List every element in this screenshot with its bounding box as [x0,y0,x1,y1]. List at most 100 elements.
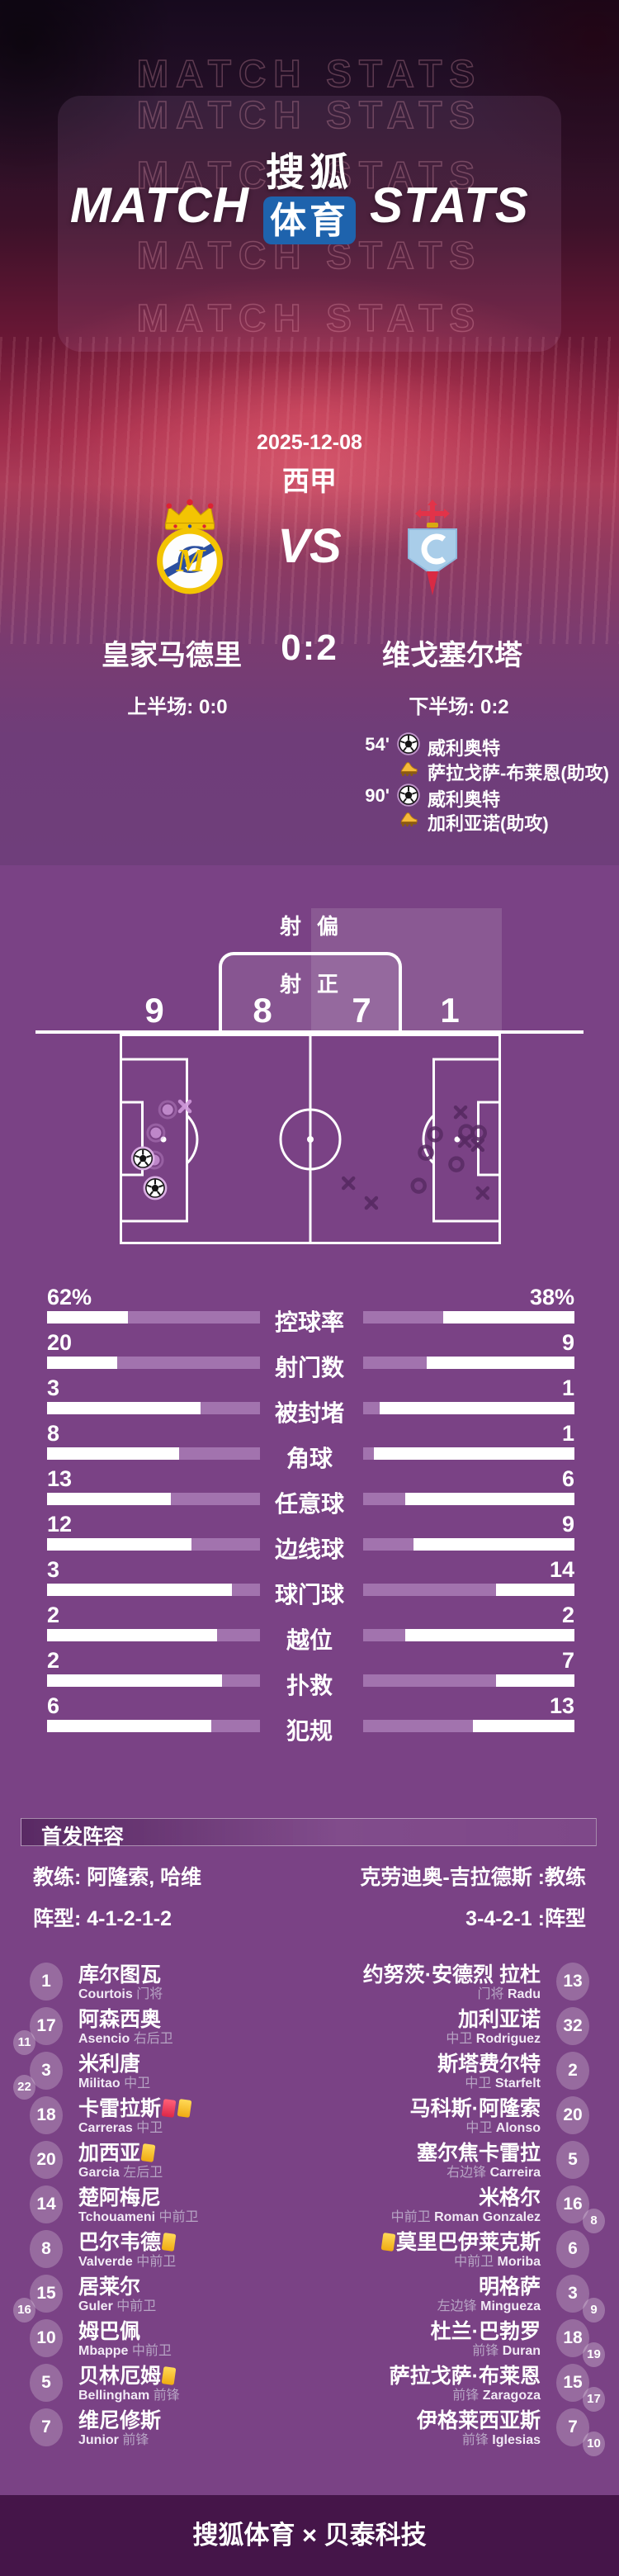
stat-label: 球门球 [274,1582,344,1608]
stat-bar-away [363,1674,574,1687]
player-row: 7 维尼修斯 Junior 前锋 [0,2405,619,2450]
shot-marker-home-o [470,1125,487,1141]
stat-value-home: 20 [47,1330,73,1355]
player-name-en: Starfelt [494,2076,541,2091]
shot-marker-home-x [475,1186,490,1200]
player-name-cn: 斯塔费尔特 [437,2053,541,2076]
player-name-en: Guler [78,2299,113,2313]
stat-value-home: 2 [47,1603,60,1627]
player-name-en: Duran [502,2344,541,2358]
second-half-score: 下半场: 0:2 [409,696,509,718]
player-name-en: Garcia [78,2166,120,2180]
away-on-target-count: 7 [352,991,371,1030]
watermark-text: MATCH STATS [136,92,483,137]
goal-time: 54' [365,734,390,755]
league-name: 西甲 [282,466,337,496]
watermark-text: MATCH STATS [136,296,483,340]
player-number: 15 [30,2275,63,2313]
player-name-en: Roman Gonzalez [434,2210,541,2224]
stat-bar-home-fill [232,1584,260,1596]
player-name-cn: 贝林厄姆 [78,2360,177,2389]
player-row: 5 贝林厄姆 Bellingham 前锋 [0,2361,619,2405]
player-row: 14 楚阿梅尼 Tchouameni 中前卫 [0,2182,619,2227]
player-row: 7 10 伊格莱西亚斯 前锋 Iglesias [0,2405,619,2456]
stat-bar-home [47,1447,260,1460]
stat-value-home: 2 [47,1648,60,1673]
away-team-name: 维戈塞尔塔 [382,640,522,671]
stat-value-home: 3 [47,1557,60,1582]
stat-label: 射门数 [274,1355,344,1380]
player-position: 左边锋 [437,2299,477,2313]
player-position: 中前卫 [116,2299,157,2313]
stat-bar-home [47,1674,260,1687]
player-position: 中卫 [465,2121,493,2135]
player-position: 前锋 [472,2344,499,2358]
stat-value-away: 6 [561,1466,574,1491]
player-row: 18 19 杜兰·巴勃罗 前锋 Duran [0,2316,619,2367]
stat-value-away: 2 [561,1603,574,1627]
stat-bar-away [363,1538,574,1551]
player-row: 32 加利亚诺 中卫 Rodriguez [0,2004,619,2048]
player-name-cn: 姆巴佩 [78,2320,141,2343]
player-position: 中卫 [136,2121,163,2135]
header-title-stats: STATS [370,178,529,233]
player-position: 右边锋 [447,2166,487,2180]
player-number: 2 [556,2052,589,2090]
player-number: 6 [556,2230,589,2268]
player-number: 18 [556,2319,589,2357]
stat-bar-away-fill [363,1674,497,1687]
away-highlight-area [311,908,502,1034]
assist-player-name: 萨拉戈萨-布莱恩(助攻) [428,763,609,784]
player-name-cn: 马科斯·阿隆索 [409,2097,541,2120]
player-row: 1 库尔图瓦 Courtois 门将 [0,1959,619,2004]
player-row: 13 约努茨·安德烈 拉杜 门将 Radu [0,1959,619,2004]
stat-value-home: 6 [47,1693,60,1718]
stats-comparison-section: 62% 38% 控球率 20 9 射门数 3 1 被封堵 8 1 角球 13 6 任意球 12 9 边线球 3 14 球… [0,1285,619,1816]
svg-text:C: C [177,538,204,582]
player-row: 16 8 米格尔 中前卫 Roman Gonzalez [0,2182,619,2233]
stat-bar-away-fill [363,1447,374,1460]
player-row: 20 加西亚 Garcia 左后卫 [0,2138,619,2182]
player-row: 6 莫里巴伊莱克斯 中前卫 Moriba [0,2227,619,2271]
player-name-cn: 居莱尔 [78,2275,141,2299]
player-number: 5 [30,2364,63,2402]
player-name-cn: 加西亚 [78,2137,156,2166]
shot-marker-home-x [457,1134,472,1148]
player-number: 3 [556,2275,589,2313]
celta-vigo-crest-icon [403,499,462,600]
player-sub-number: 11 [13,2030,35,2055]
stat-label: 犯规 [286,1718,333,1744]
player-row: 15 17 萨拉戈萨·布莱恩 前锋 Zaragoza [0,2361,619,2412]
stat-label: 任意球 [274,1491,344,1517]
player-number: 5 [556,2141,589,2179]
player-name-cn: 阿森西奥 [78,2008,162,2031]
home-team-name: 皇家马德里 [102,640,242,671]
player-row: 20 马科斯·阿隆索 中卫 Alonso [0,2093,619,2138]
stat-bar-away-fill [363,1493,406,1505]
match-score: 0:2 [281,627,338,668]
player-name-en: Valverde [78,2255,133,2269]
stat-bar-away [363,1357,574,1369]
player-name-cn: 杜兰·巴勃罗 [430,2320,541,2343]
lineup-section: 首发阵容 教练: 阿隆索, 哈维 克劳迪奥-吉拉德斯 :教练 阵型: 4-1-2… [0,1818,619,2470]
shot-marker-home-o [410,1177,427,1194]
player-name-en: Courtois [78,1987,133,2001]
player-number: 14 [30,2185,63,2223]
stat-value-away: 1 [561,1421,574,1446]
stat-label: 边线球 [274,1537,344,1562]
home-coach: 教练: 阿隆索, 哈维 [33,1866,202,1889]
player-sub-number: 10 [583,2432,605,2456]
player-position: 前锋 [153,2389,180,2403]
stat-bar-away-fill [363,1357,427,1369]
player-row: 5 塞尔焦卡雷拉 右边锋 Carreira [0,2138,619,2182]
player-position: 前锋 [122,2433,149,2447]
stat-value-home: 3 [47,1376,60,1400]
stat-bar-away [363,1402,574,1414]
player-number: 1 [30,1963,63,2001]
stat-bar-home [47,1493,260,1505]
player-name-en: Alonso [495,2121,541,2135]
home-formation: 阵型: 4-1-2-1-2 [33,1907,172,1930]
player-position: 中卫 [465,2076,492,2091]
lineup-header-bar: 首发阵容 [21,1818,597,1849]
